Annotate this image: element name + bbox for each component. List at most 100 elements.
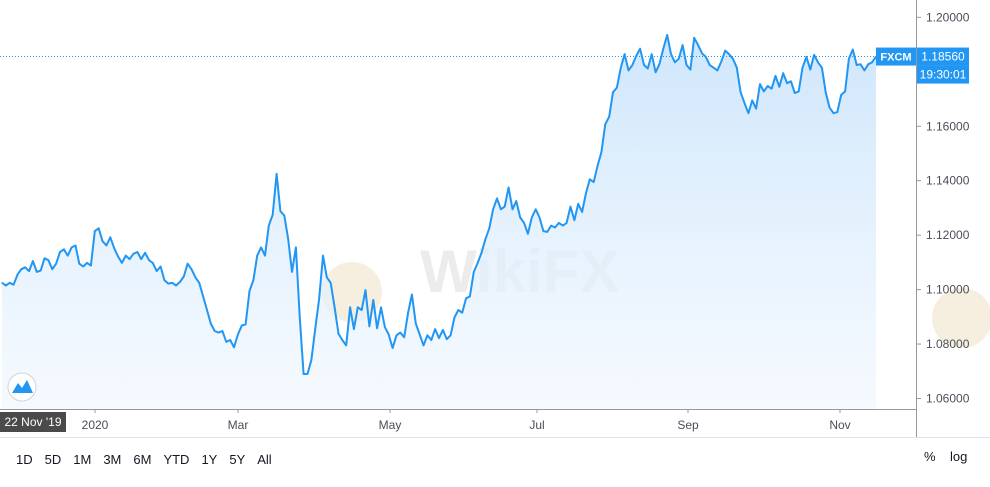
price-point: [597, 165, 599, 167]
range-button-1m[interactable]: 1M: [73, 451, 92, 467]
price-point: [852, 48, 854, 51]
price-point: [716, 69, 719, 71]
price-point: [407, 312, 409, 314]
price-point: [101, 240, 104, 242]
price-point: [47, 259, 50, 261]
range-button-6m[interactable]: 6M: [133, 451, 152, 467]
price-point: [225, 341, 227, 343]
price-point: [542, 230, 545, 232]
price-point: [562, 225, 564, 227]
price-point: [527, 233, 529, 235]
range-button-5y[interactable]: 5Y: [229, 451, 246, 467]
range-button-1y[interactable]: 1Y: [201, 451, 218, 467]
price-point: [361, 309, 363, 311]
price-point: [751, 99, 753, 101]
price-point: [747, 112, 750, 114]
price-point: [840, 94, 842, 96]
price-point: [492, 208, 494, 210]
price-point: [163, 279, 165, 281]
price-point: [32, 260, 34, 262]
price-point: [473, 271, 475, 273]
price-point: [863, 69, 866, 71]
price-point: [318, 298, 320, 300]
price-point: [616, 87, 618, 89]
price-point: [600, 151, 603, 153]
price-chart[interactable]: WikiFX 1.200001.180001.160001.140001.120…: [0, 0, 990, 441]
price-point: [759, 83, 761, 85]
price-point: [380, 306, 382, 308]
price-point: [71, 246, 73, 248]
price-point: [183, 275, 185, 278]
price-point: [782, 72, 784, 74]
price-point: [535, 208, 537, 210]
y-tick-label: 1.14000: [926, 174, 970, 188]
price-point: [794, 92, 796, 94]
price-point: [109, 236, 111, 238]
start-date-label: 22 Nov '19: [5, 415, 62, 429]
symbol-label: FXCM: [880, 52, 911, 64]
range-button-ytd[interactable]: YTD: [163, 451, 190, 467]
price-point: [631, 64, 634, 66]
price-point: [156, 270, 158, 272]
price-point: [74, 244, 77, 247]
price-point: [415, 323, 417, 325]
price-point: [430, 339, 432, 341]
price-point: [496, 197, 498, 199]
price-point: [132, 253, 135, 255]
price-point: [272, 214, 274, 216]
percent-scale-button[interactable]: %: [924, 449, 936, 464]
price-point: [392, 347, 394, 349]
price-point: [372, 299, 374, 301]
price-point: [442, 329, 444, 331]
price-point: [620, 67, 622, 69]
price-point: [500, 208, 502, 210]
price-point: [419, 333, 421, 336]
price-point: [190, 268, 193, 270]
price-point: [550, 225, 552, 227]
price-point: [384, 326, 386, 328]
price-point: [805, 56, 808, 58]
y-tick-label: 1.16000: [926, 119, 970, 133]
price-point: [732, 58, 734, 60]
price-point: [411, 293, 413, 296]
price-point: [152, 262, 154, 264]
price-point: [519, 216, 521, 219]
price-point: [357, 306, 359, 308]
price-point: [809, 69, 811, 71]
price-point: [426, 334, 428, 336]
price-point: [129, 258, 131, 260]
price-point: [295, 246, 297, 248]
range-button-3m[interactable]: 3M: [103, 451, 122, 467]
watermark-logo-icon: [932, 288, 990, 348]
price-point: [229, 339, 231, 341]
price-point: [399, 332, 401, 334]
price-point: [175, 284, 177, 287]
range-button-5d[interactable]: 5D: [44, 451, 62, 467]
price-point: [82, 265, 84, 268]
price-point: [51, 268, 53, 270]
price-point: [480, 252, 483, 254]
price-point: [233, 346, 235, 348]
price-point: [237, 333, 239, 336]
price-point: [78, 263, 80, 265]
price-point: [252, 279, 254, 281]
price-point: [446, 338, 448, 340]
log-scale-button[interactable]: log: [950, 449, 968, 464]
price-point: [144, 252, 146, 254]
price-point: [214, 330, 216, 332]
price-point: [291, 271, 293, 273]
range-button-1d[interactable]: 1D: [16, 451, 33, 467]
price-point: [341, 339, 343, 341]
price-point: [264, 255, 266, 257]
price-point: [326, 276, 328, 278]
x-tick-label: Sep: [677, 418, 699, 432]
price-point: [531, 216, 533, 219]
price-point: [105, 244, 107, 247]
price-point: [813, 54, 815, 56]
range-button-all[interactable]: All: [257, 451, 272, 467]
brand-logo-icon[interactable]: [7, 372, 37, 402]
price-point: [504, 206, 506, 208]
price-point: [720, 60, 722, 63]
price-point: [755, 108, 757, 110]
